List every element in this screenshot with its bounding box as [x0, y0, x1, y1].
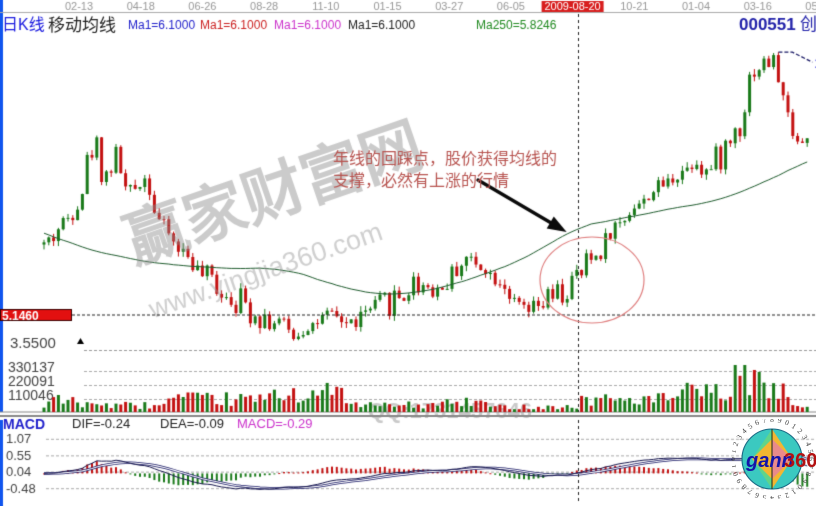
svg-text:3: 3: [800, 433, 810, 441]
svg-text:6: 6: [753, 419, 760, 427]
svg-text:5: 5: [746, 421, 754, 431]
svg-text:3: 3: [734, 433, 744, 441]
svg-text:0: 0: [784, 419, 791, 427]
svg-text:1: 1: [732, 464, 738, 470]
svg-text:7: 7: [762, 419, 768, 425]
svg-text:0: 0: [732, 457, 737, 461]
svg-text:2: 2: [795, 427, 804, 436]
svg-text:9: 9: [800, 477, 810, 485]
svg-text:6: 6: [753, 491, 760, 499]
svg-text:4: 4: [740, 426, 749, 435]
svg-text:8: 8: [739, 482, 748, 491]
svg-text:0: 0: [795, 482, 804, 491]
svg-text:9: 9: [777, 419, 783, 425]
svg-text:360: 360: [784, 450, 816, 472]
svg-text:1: 1: [790, 421, 798, 431]
svg-text:2: 2: [783, 491, 790, 499]
svg-text:1: 1: [790, 487, 798, 497]
svg-text:9: 9: [734, 477, 744, 485]
svg-text:2: 2: [732, 440, 740, 447]
svg-text:4: 4: [804, 440, 814, 447]
svg-text:7: 7: [746, 487, 754, 497]
svg-text:5: 5: [761, 493, 767, 499]
svg-text:3: 3: [777, 493, 783, 499]
svg-text:0: 0: [732, 470, 740, 477]
svg-text:1: 1: [732, 448, 738, 454]
svg-text:4: 4: [770, 494, 774, 499]
svg-text:8: 8: [770, 419, 774, 424]
